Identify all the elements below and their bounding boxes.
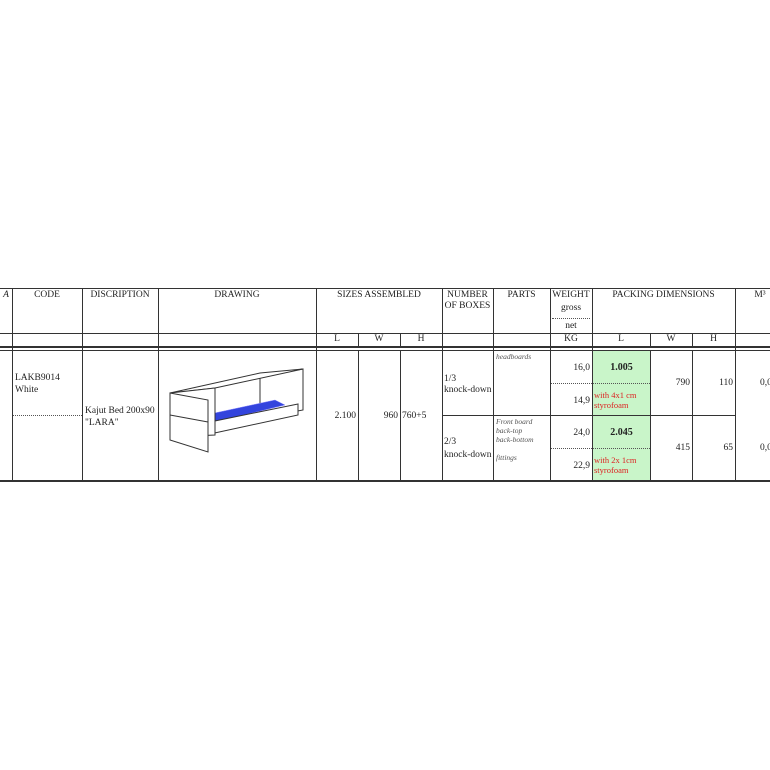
unit-l: L <box>334 334 340 344</box>
box1-gross: 16,0 <box>573 363 590 373</box>
box1-net: 14,9 <box>573 396 590 406</box>
box2-type: knock-down <box>444 450 492 460</box>
box2-pack-l: 2.045 <box>610 427 633 438</box>
unit-pack-w: W <box>666 334 676 344</box>
header-weight: WEIGHT <box>552 290 590 300</box>
header-parts: PARTS <box>507 290 536 300</box>
box2-pack-h: 65 <box>723 443 734 453</box>
product-color: White <box>15 385 39 395</box>
box1-pack-w: 790 <box>675 378 690 388</box>
box1-part: headboards <box>496 352 532 361</box>
header-drawing: DRAWING <box>214 290 260 300</box>
box2-part-3: back-bottom <box>496 435 534 444</box>
box2-gross: 24,0 <box>573 428 590 438</box>
header-packing: PACKING DIMENSIONS <box>612 290 715 300</box>
box2-net: 22,9 <box>573 461 590 471</box>
box1-m3: 0,0 <box>760 378 770 388</box>
bed-drawing <box>169 368 304 453</box>
size-h: 760+5 <box>402 411 427 421</box>
box2-note: with 2x 1cm styrofoam <box>594 455 637 475</box>
header-col0: A <box>3 290 9 300</box>
box2-m3: 0,0 <box>760 443 770 453</box>
header-boxes: NUMBER OF BOXES <box>444 290 491 311</box>
box1-pack-h: 110 <box>719 378 733 388</box>
box2-part-1: Front board <box>496 417 533 426</box>
unit-pack-l: L <box>618 334 624 344</box>
size-w: 960 <box>383 411 398 421</box>
unit-h: H <box>417 334 425 344</box>
box2-pack-w: 415 <box>675 443 690 453</box>
size-l: 2.100 <box>334 411 356 421</box>
unit-kg: KG <box>564 334 578 344</box>
unit-pack-h: H <box>710 334 717 344</box>
unit-w: W <box>374 334 384 344</box>
header-m3: M³ <box>754 290 766 300</box>
header-description: DISCRIPTION <box>90 290 150 300</box>
box2-part-2: back-top <box>496 426 523 435</box>
header-net: net <box>565 321 577 331</box>
box1-type: knock-down <box>444 385 492 395</box>
product-code: LAKB9014 <box>15 373 60 383</box>
box2-part-4: fittings <box>496 453 517 462</box>
box1-pack-l: 1.005 <box>610 362 633 373</box>
box2-number: 2/3 <box>444 437 457 447</box>
product-description: Kajut Bed 200x90 "LARA" <box>85 406 155 428</box>
header-gross: gross <box>560 303 582 313</box>
header-sizes: SIZES ASSEMBLED <box>337 290 421 300</box>
header-code: CODE <box>34 290 60 300</box>
box1-number: 1/3 <box>444 374 457 384</box>
box1-note: with 4x1 cm styrofoam <box>594 390 637 410</box>
